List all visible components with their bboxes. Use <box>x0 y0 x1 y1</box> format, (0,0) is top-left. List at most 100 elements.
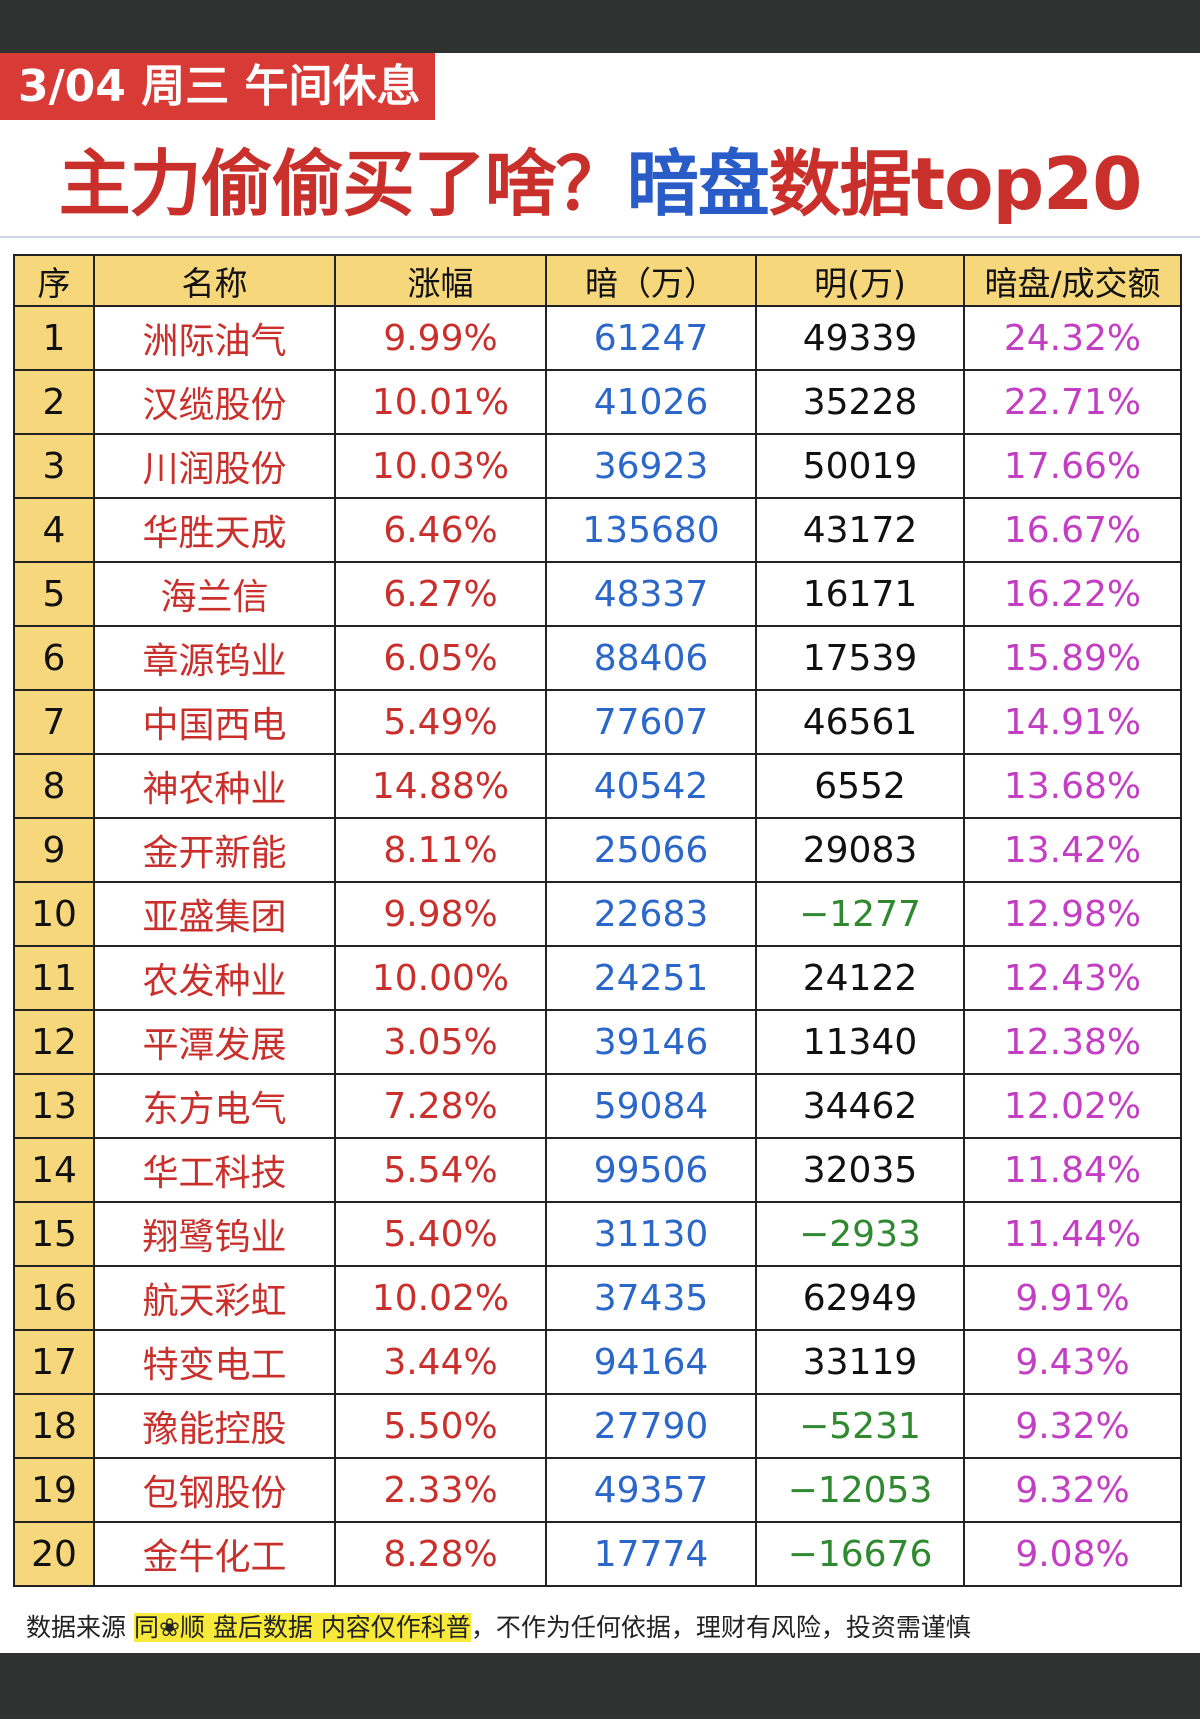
table-cell: 金牛化工 <box>93 1521 336 1587</box>
table-cell: 神农种业 <box>93 753 336 819</box>
table-cell: 8.11% <box>334 817 547 883</box>
table-cell: 37435 <box>545 1265 757 1331</box>
table-cell: 8.28% <box>334 1521 547 1587</box>
table-cell: 39146 <box>545 1009 757 1075</box>
footer: 数据来源 同❀顺 盘后数据 内容仅作科普，不作为任何依据，理财有风险，投资需谨慎 <box>26 1608 971 1644</box>
table-cell: 9.32% <box>963 1393 1182 1459</box>
table-cell: 10.00% <box>334 945 547 1011</box>
table-cell: 章源钨业 <box>93 625 336 691</box>
table-cell: 12.38% <box>963 1009 1182 1075</box>
table-cell: 48337 <box>545 561 757 627</box>
table-cell: 农发种业 <box>93 945 336 1011</box>
table-cell: 16171 <box>755 561 965 627</box>
table-row: 3 川润股份 10.03% 36923 50019 17.66% <box>13 433 1182 499</box>
table-cell: 9.99% <box>334 305 547 371</box>
table-cell: 1 <box>13 305 95 371</box>
table-cell: 中国西电 <box>93 689 336 755</box>
table-cell: 6.05% <box>334 625 547 691</box>
column-header: 暗（万） <box>545 254 757 307</box>
table-cell: 13.42% <box>963 817 1182 883</box>
table-row: 1 洲际油气 9.99% 61247 49339 24.32% <box>13 305 1182 371</box>
table-row: 8 神农种业 14.88% 40542 6552 13.68% <box>13 753 1182 819</box>
title-part: 暗盘 <box>626 142 770 226</box>
table-cell: 33119 <box>755 1329 965 1395</box>
table-cell: 50019 <box>755 433 965 499</box>
table-cell: 12.02% <box>963 1073 1182 1139</box>
table-cell: 22.71% <box>963 369 1182 435</box>
table-cell: 9.91% <box>963 1265 1182 1331</box>
table-cell: −12053 <box>755 1457 965 1523</box>
table-cell: 17.66% <box>963 433 1182 499</box>
table-cell: 5 <box>13 561 95 627</box>
table-cell: 9 <box>13 817 95 883</box>
table-cell: 11.44% <box>963 1201 1182 1267</box>
table-cell: 10.01% <box>334 369 547 435</box>
table-row: 11 农发种业 10.00% 24251 24122 12.43% <box>13 945 1182 1011</box>
column-header: 暗盘/成交额 <box>963 254 1182 307</box>
table-cell: 14 <box>13 1137 95 1203</box>
column-header: 序 <box>13 254 95 307</box>
header-row: 序名称 涨幅 暗（万） 明(万) 暗盘/成交额 <box>13 254 1182 307</box>
table-cell: 41026 <box>545 369 757 435</box>
table-cell: 24.32% <box>963 305 1182 371</box>
table-cell: 77607 <box>545 689 757 755</box>
table-cell: 7 <box>13 689 95 755</box>
table-cell: 13.68% <box>963 753 1182 819</box>
table-cell: 海兰信 <box>93 561 336 627</box>
table-cell: 6.46% <box>334 497 547 563</box>
table-cell: 15 <box>13 1201 95 1267</box>
table-cell: 5.54% <box>334 1137 547 1203</box>
table-cell: 5.40% <box>334 1201 547 1267</box>
table-row: 7 中国西电 5.49% 77607 46561 14.91% <box>13 689 1182 755</box>
table-cell: 3.44% <box>334 1329 547 1395</box>
table-cell: 14.88% <box>334 753 547 819</box>
title-part: 主力偷偷买了啥？ <box>58 142 628 226</box>
date-label: 3/04 周三 午间休息 <box>0 53 435 120</box>
table-cell: 豫能控股 <box>93 1393 336 1459</box>
table-cell: 2.33% <box>334 1457 547 1523</box>
table-cell: 24251 <box>545 945 757 1011</box>
top-bar <box>0 0 1200 53</box>
table-cell: 16.22% <box>963 561 1182 627</box>
table-row: 10 亚盛集团 9.98% 22683 −1277 12.98% <box>13 881 1182 947</box>
table-row: 4 华胜天成 6.46% 135680 43172 16.67% <box>13 497 1182 563</box>
table-cell: 11.84% <box>963 1137 1182 1203</box>
table-cell: 9.32% <box>963 1457 1182 1523</box>
table-cell: 包钢股份 <box>93 1457 336 1523</box>
table-cell: 16 <box>13 1265 95 1331</box>
table-cell: 17539 <box>755 625 965 691</box>
table-cell: 川润股份 <box>93 433 336 499</box>
table-cell: 汉缆股份 <box>93 369 336 435</box>
table-cell: −5231 <box>755 1393 965 1459</box>
table-row: 20 金牛化工 8.28% 17774 −16676 9.08% <box>13 1521 1182 1587</box>
table-cell: 99506 <box>545 1137 757 1203</box>
divider <box>0 236 1200 238</box>
table-cell: −16676 <box>755 1521 965 1587</box>
table-cell: 88406 <box>545 625 757 691</box>
table-cell: 亚盛集团 <box>93 881 336 947</box>
table-cell: 31130 <box>545 1201 757 1267</box>
table-cell: 25066 <box>545 817 757 883</box>
table-cell: 10.02% <box>334 1265 547 1331</box>
table-cell: 华胜天成 <box>93 497 336 563</box>
table-cell: 3 <box>13 433 95 499</box>
data-table: 序名称 涨幅 暗（万） 明(万) 暗盘/成交额 1 洲际油气 9.99% 61247 49339… <box>13 254 1182 1587</box>
title: 主力偷偷买了啥？暗盘数据top20 <box>0 125 1200 230</box>
table-cell: 17774 <box>545 1521 757 1587</box>
table-cell: 5.49% <box>334 689 547 755</box>
table-cell: 2 <box>13 369 95 435</box>
table-cell: 135680 <box>545 497 757 563</box>
table-cell: 94164 <box>545 1329 757 1395</box>
table-cell: 9.08% <box>963 1521 1182 1587</box>
title-part: 数据top20 <box>768 142 1143 226</box>
table-row: 12 平潭发展 3.05% 39146 11340 12.38% <box>13 1009 1182 1075</box>
table-cell: 12 <box>13 1009 95 1075</box>
table-cell: 7.28% <box>334 1073 547 1139</box>
table-cell: 19 <box>13 1457 95 1523</box>
footer-highlight: 同❀顺 盘后数据 内容仅作科普 <box>133 1613 471 1642</box>
table-cell: 4 <box>13 497 95 563</box>
table-row: 19 包钢股份 2.33% 49357 −12053 9.32% <box>13 1457 1182 1523</box>
table-cell: 29083 <box>755 817 965 883</box>
table-cell: 18 <box>13 1393 95 1459</box>
